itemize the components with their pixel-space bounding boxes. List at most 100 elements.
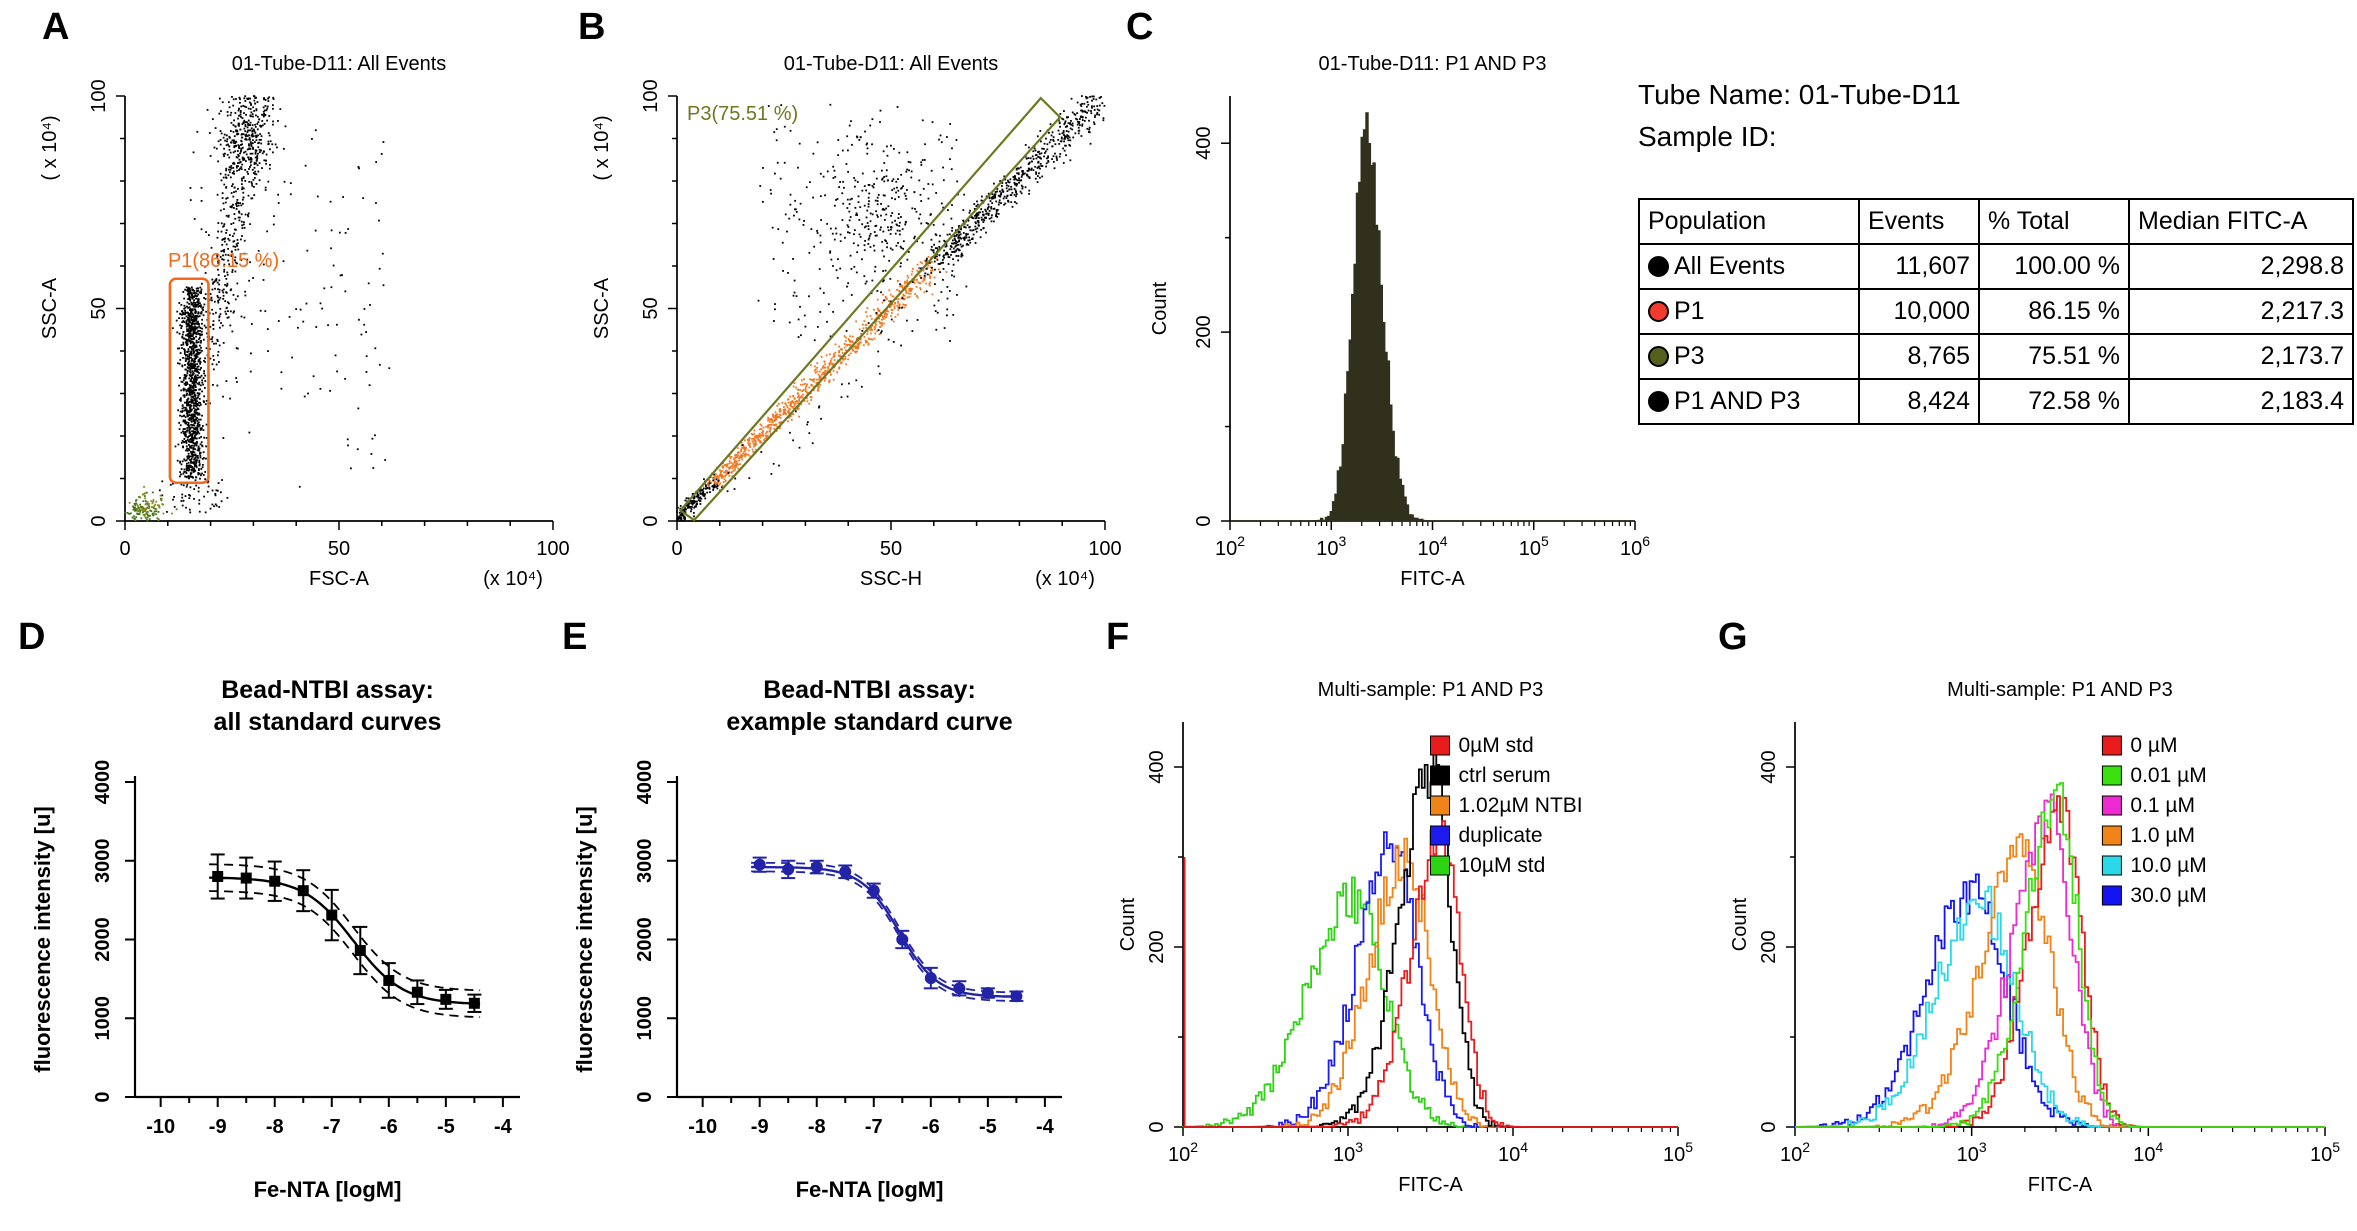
svg-text:-7: -7 <box>323 1116 341 1138</box>
svg-text:400: 400 <box>1193 127 1215 160</box>
panel-b-ssch-ssca-scatter: 0 50 100 0 50 100 01-Tube-D11: All Events SSC-H… <box>591 53 1122 590</box>
svg-text:-5: -5 <box>437 1116 455 1138</box>
data-point <box>240 872 252 884</box>
svg-text:0: 0 <box>640 515 662 526</box>
y-axis-label: SSC-A <box>39 277 61 339</box>
legend-swatch <box>2101 735 2122 756</box>
histogram-trace <box>1795 782 2325 1128</box>
fit-line <box>209 876 481 1005</box>
svg-text:100: 100 <box>88 79 110 112</box>
panel-letter-c: C <box>1126 6 1154 48</box>
y-axis-label: Count <box>1149 281 1171 335</box>
column-header-population: Population <box>1638 198 1860 245</box>
svg-text:0: 0 <box>634 1091 656 1102</box>
data-point <box>896 933 909 946</box>
svg-text:1000: 1000 <box>92 996 114 1041</box>
chart-title: Bead-NTBI assay: <box>763 676 976 704</box>
x-axis-label: FITC-A <box>2028 1174 2093 1196</box>
data-point <box>924 972 937 985</box>
data-point <box>383 974 395 986</box>
svg-text:102: 102 <box>1780 1139 1810 1166</box>
column-header-median-fitc: Median FITC-A <box>2128 198 2354 245</box>
pct-total-cell: 72.58 % <box>1978 378 2130 425</box>
panel-letter-a: A <box>42 6 70 48</box>
svg-text:200: 200 <box>1146 930 1168 963</box>
data-point <box>326 909 338 921</box>
pct-total-cell: 100.00 % <box>1978 243 2130 290</box>
panel-a-fsc-ssc-scatter: 0 50 100 0 50 100 01-Tube-D11: All Events FSC-A… <box>39 53 570 590</box>
column-header-events: Events <box>1858 198 1980 245</box>
results-table-body: All Events 11,607 100.00 % 2,298.8 P1 10,000 8… <box>1638 243 2354 425</box>
table-row: P1 AND P3 8,424 72.58 % 2,183.4 <box>1638 378 2354 425</box>
population-cell: P1 AND P3 <box>1638 378 1860 425</box>
legend-swatch <box>2101 795 2122 816</box>
svg-text:106: 106 <box>1620 533 1650 560</box>
svg-text:100: 100 <box>536 538 569 560</box>
legend-swatch <box>2101 855 2122 876</box>
y-axis-label: Count <box>1729 897 1751 951</box>
legend-swatch <box>2101 765 2122 786</box>
panel-e-example-curve-plot: -10 -9 -8 -7 -6 -5 -4 0 1000 2000 3000 4000 Bead-NTB… <box>572 676 1062 1202</box>
legend-label: 0.1 µM <box>2130 794 2195 817</box>
svg-text:0: 0 <box>1146 1121 1168 1132</box>
legend-label: 30.0 µM <box>2130 884 2206 907</box>
legend-swatch <box>2101 885 2122 906</box>
y-axis-label: SSC-A <box>591 277 613 339</box>
table-row: P3 8,765 75.51 % 2,173.7 <box>1638 333 2354 380</box>
svg-text:50: 50 <box>640 297 662 319</box>
data-point <box>1010 990 1023 1003</box>
fit-line <box>751 865 1023 998</box>
ci-band-upper <box>209 863 481 992</box>
svg-text:400: 400 <box>1146 750 1168 783</box>
y-axis-unit: ( x 10⁴) <box>591 115 613 180</box>
svg-text:0: 0 <box>119 538 130 560</box>
gate-label: P3(75.51 %) <box>687 103 798 125</box>
events-cell: 11,607 <box>1858 243 1980 290</box>
svg-text:0: 0 <box>88 515 110 526</box>
svg-text:50: 50 <box>328 538 350 560</box>
legend-label: 0µM std <box>1459 734 1534 757</box>
sample-id-label: Sample ID: <box>1638 121 1777 152</box>
median-fitc-cell: 2,183.4 <box>2128 378 2354 425</box>
histogram-trace <box>1183 820 1678 1128</box>
svg-text:0: 0 <box>1758 1121 1780 1132</box>
histogram-trace <box>1230 112 1635 522</box>
svg-text:0: 0 <box>1193 515 1215 526</box>
svg-text:3000: 3000 <box>92 839 114 884</box>
legend-label: duplicate <box>1459 824 1543 847</box>
population-dot <box>1648 346 1669 367</box>
legend-label: 0 µM <box>2130 734 2177 757</box>
events-cell: 10,000 <box>1858 288 1980 335</box>
svg-text:100: 100 <box>1088 538 1121 560</box>
panel-letter-f: F <box>1106 616 1130 658</box>
svg-text:2000: 2000 <box>92 917 114 962</box>
median-fitc-cell: 2,173.7 <box>2128 333 2354 380</box>
svg-text:104: 104 <box>1498 1139 1528 1166</box>
chart-title: 01-Tube-D11: All Events <box>232 53 447 75</box>
svg-text:105: 105 <box>2310 1139 2340 1166</box>
svg-text:-8: -8 <box>266 1116 284 1138</box>
legend-label: 1.0 µM <box>2130 824 2195 847</box>
svg-text:-9: -9 <box>209 1116 227 1138</box>
legend-swatch <box>1430 795 1450 816</box>
legend-swatch <box>1430 825 1450 846</box>
legend-label: 10µM std <box>1459 854 1546 877</box>
svg-text:200: 200 <box>1193 315 1215 348</box>
population-dot <box>1648 391 1669 412</box>
panel-letter-b: B <box>578 6 606 48</box>
events-cell: 8,424 <box>1858 378 1980 425</box>
panel-letter-g: G <box>1718 616 1748 658</box>
chart-title: Bead-NTBI assay: <box>221 676 434 704</box>
histogram-trace <box>1795 793 2325 1128</box>
x-axis-label: SSC-H <box>860 568 922 590</box>
panel-letter-d: D <box>18 616 46 658</box>
data-point <box>981 987 994 1000</box>
svg-text:4000: 4000 <box>634 760 656 805</box>
chart-title: 01-Tube-D11: P1 AND P3 <box>1319 53 1547 75</box>
data-point <box>839 865 852 878</box>
table-row: All Events 11,607 100.00 % 2,298.8 <box>1638 243 2354 290</box>
scatter-points <box>676 95 1106 522</box>
x-axis-label: FITC-A <box>1400 568 1465 590</box>
gate-label: P1(86.15 %) <box>168 250 279 272</box>
data-point <box>269 875 281 887</box>
